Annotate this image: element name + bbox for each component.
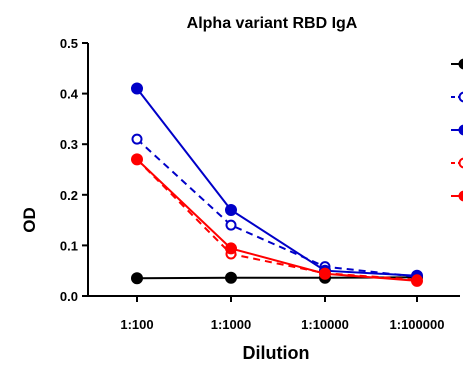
chart-title: Alpha variant RBD IgA <box>187 15 358 32</box>
y-axis-label: OD <box>20 207 39 233</box>
series-5 <box>131 153 423 287</box>
legend <box>451 58 463 202</box>
data-point <box>225 242 237 255</box>
x-tick-label: 1:10000 <box>301 317 349 332</box>
y-tick-label: 0.2 <box>60 188 78 203</box>
x-tick-label: 1:100 <box>120 317 153 332</box>
data-point <box>225 271 237 284</box>
legend-marker <box>458 58 463 70</box>
axes: 0.0 0.1 0.2 0.3 0.4 0.5 1:100 1:1000 1:10000 1:10… <box>60 36 460 332</box>
series-2 <box>131 133 423 283</box>
x-axis-label: Dilution <box>243 343 310 363</box>
data-point <box>131 82 143 95</box>
y-tick-label: 0.1 <box>60 238 78 253</box>
data-point <box>131 133 143 145</box>
data-point <box>131 153 143 166</box>
data-point <box>225 203 237 216</box>
legend-marker <box>458 124 463 136</box>
y-tick-label: 0.0 <box>60 289 78 304</box>
y-tick-label: 0.3 <box>60 137 78 152</box>
x-tick-label: 1:100000 <box>390 317 445 332</box>
y-tick-label: 0.5 <box>60 36 78 51</box>
series-line <box>136 158 418 281</box>
x-tick-label: 1:1000 <box>211 317 251 332</box>
legend-marker <box>458 157 463 169</box>
legend-marker <box>458 91 463 103</box>
legend-marker <box>458 190 463 202</box>
series-line <box>136 87 418 277</box>
data-point <box>319 267 331 280</box>
data-point <box>225 219 237 231</box>
data-point <box>411 274 423 287</box>
series-layer <box>131 82 423 287</box>
data-point <box>131 272 143 285</box>
series-3 <box>131 82 423 282</box>
series-line <box>136 158 418 282</box>
y-tick-label: 0.4 <box>60 87 79 102</box>
series-line <box>136 138 418 278</box>
